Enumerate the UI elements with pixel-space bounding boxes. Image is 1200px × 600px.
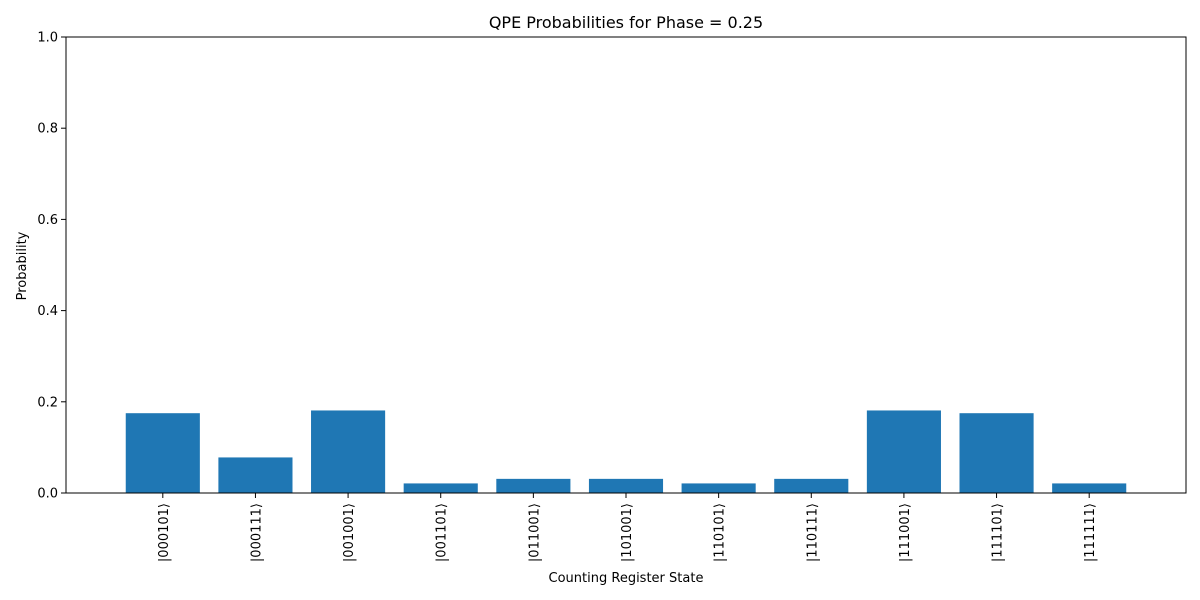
bar-5 [588, 478, 664, 493]
y-tick-label: 0.8 [37, 122, 58, 137]
x-axis-ticks: |000101⟩ |000111⟩ |001001⟩ |001101⟩ |011001⟩… [157, 493, 1098, 562]
chart-title: QPE Probabilities for Phase = 0.25 [489, 13, 763, 32]
x-tick-label: |111111⟩ [1083, 503, 1098, 562]
bar-1 [218, 457, 293, 493]
x-tick-label: |001001⟩ [342, 503, 357, 562]
bar-9 [959, 413, 1034, 493]
x-tick-label: |110101⟩ [713, 503, 728, 562]
y-axis-label: Probability [15, 231, 30, 300]
x-tick-label: |110111⟩ [805, 503, 820, 562]
y-tick-label: 1.0 [37, 31, 58, 46]
bar-7 [774, 478, 849, 493]
x-tick-label: |111001⟩ [898, 503, 913, 562]
y-axis-ticks: 0.0 0.2 0.4 0.6 0.8 1.0 [37, 31, 66, 502]
y-tick-label: 0.2 [37, 395, 58, 410]
x-tick-label: |111101⟩ [991, 503, 1006, 562]
bar-10 [1052, 483, 1127, 493]
bar-2 [311, 410, 386, 493]
bar-4 [496, 478, 571, 493]
bar-6 [681, 483, 756, 493]
x-tick-label: |000111⟩ [249, 503, 264, 562]
x-axis-label: Counting Register State [549, 571, 704, 586]
bar-8 [866, 410, 941, 493]
x-tick-label: |000101⟩ [157, 503, 172, 562]
y-tick-label: 0.4 [37, 304, 58, 319]
x-tick-label: |001101⟩ [435, 503, 450, 562]
x-tick-label: |101001⟩ [620, 503, 635, 562]
bar-3 [403, 483, 478, 493]
bars-layer [125, 410, 1127, 493]
bar-0 [125, 413, 200, 493]
y-tick-label: 0.0 [37, 487, 58, 502]
y-tick-label: 0.6 [37, 213, 58, 228]
x-tick-label: |011001⟩ [527, 503, 542, 562]
